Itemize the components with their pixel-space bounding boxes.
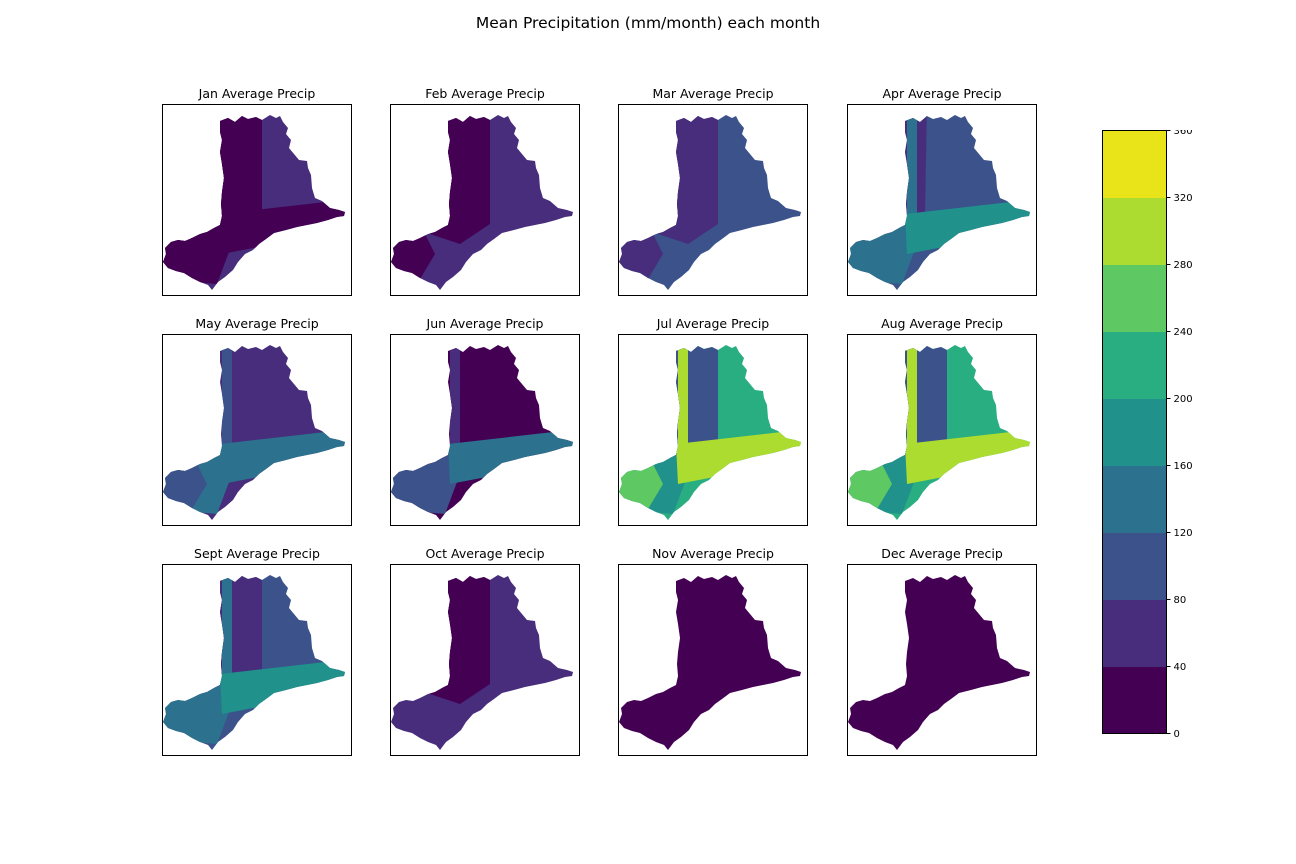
precip-zone-6 — [905, 199, 1030, 254]
subplot-dec: Dec Average Precip — [847, 546, 1037, 756]
subplot-map — [847, 564, 1037, 756]
axes-frame — [390, 564, 580, 756]
precip-base-fill — [848, 575, 1030, 750]
colorbar: 0 40 80 120 160 200 240 280 320 360 — [1102, 130, 1193, 740]
subplot-title: Jul Average Precip — [656, 316, 770, 331]
colorbar-tick-label: 240 — [1174, 327, 1193, 338]
subplot-title: Jan Average Precip — [198, 86, 316, 101]
axes-frame — [618, 104, 808, 296]
colorbar-segment — [1102, 264, 1167, 332]
subplot-title: Feb Average Precip — [425, 86, 545, 101]
subplot-map — [390, 564, 580, 756]
subplot-title: Dec Average Precip — [881, 546, 1003, 561]
precip-zone-5 — [619, 464, 663, 509]
precip-zone-5 — [391, 464, 435, 509]
subplot-nov: Nov Average Precip — [618, 546, 808, 756]
colorbar-segment — [1102, 197, 1167, 265]
subplot-title: Apr Average Precip — [882, 86, 1002, 101]
subplot-title: Jun Average Precip — [426, 316, 544, 331]
axes-frame — [162, 564, 352, 756]
precip-zone-4 — [222, 345, 232, 464]
precip-zone-6 — [220, 659, 345, 714]
axes-frame — [390, 104, 580, 296]
subplot-title: Mar Average Precip — [652, 86, 774, 101]
subplot-feb: Feb Average Precip — [390, 86, 580, 296]
precip-zone-4 — [907, 345, 917, 464]
subplot-map — [618, 104, 808, 296]
subplot-jul: Jul Average Precip — [618, 316, 808, 526]
subplot-title: Nov Average Precip — [652, 546, 774, 561]
colorbar-segment — [1102, 331, 1167, 399]
colorbar-tick-label: 80 — [1174, 595, 1187, 606]
precip-zone-4 — [450, 345, 460, 464]
precip-zone-6 — [676, 429, 801, 484]
precip-zone-5 — [163, 234, 207, 279]
precip-zone-4 — [678, 345, 688, 464]
subplot-mar: Mar Average Precip — [618, 86, 808, 296]
subplot-sept: Sept Average Precip — [162, 546, 352, 756]
axes-frame — [162, 104, 352, 296]
subplot-map — [390, 104, 580, 296]
precip-zone-4 — [222, 115, 232, 234]
axes-frame — [162, 334, 352, 526]
subplot-jun: Jun Average Precip — [390, 316, 580, 526]
subplot-map — [162, 334, 352, 526]
precip-zone-5 — [391, 234, 435, 279]
axes-frame — [847, 564, 1037, 756]
subplot-map — [162, 564, 352, 756]
subplot-oct: Oct Average Precip — [390, 546, 580, 756]
axes-frame — [847, 334, 1037, 526]
colorbar-segment — [1102, 532, 1167, 600]
axes-frame — [618, 564, 808, 756]
colorbar-segment — [1102, 599, 1167, 667]
subplot-apr: Apr Average Precip — [847, 86, 1037, 296]
colorbar-segment — [1102, 130, 1167, 198]
colorbar-tick-label: 360 — [1174, 130, 1193, 137]
axes-frame — [618, 334, 808, 526]
colorbar-tick-label: 160 — [1174, 461, 1193, 472]
colorbar-tick-label: 120 — [1174, 528, 1193, 539]
colorbar-tick-label: 200 — [1174, 394, 1193, 405]
subplot-aug: Aug Average Precip — [847, 316, 1037, 526]
axes-frame — [847, 104, 1037, 296]
subplot-map — [618, 564, 808, 756]
subplot-map — [390, 334, 580, 526]
colorbar-segment — [1102, 398, 1167, 466]
subplot-title: Sept Average Precip — [194, 546, 320, 561]
colorbar-border — [1102, 130, 1167, 734]
subplot-may: May Average Precip — [162, 316, 352, 526]
precip-zone-4 — [222, 575, 232, 694]
colorbar-tick-label: 0 — [1174, 729, 1180, 740]
precip-base-fill — [619, 575, 801, 750]
axes-frame — [390, 334, 580, 526]
precip-zone-6 — [220, 429, 345, 484]
colorbar-tick-label: 320 — [1174, 193, 1193, 204]
precip-zone-4 — [907, 115, 917, 234]
subplot-map — [847, 104, 1037, 296]
colorbar-segment — [1102, 666, 1167, 734]
precip-zone-5 — [163, 464, 207, 509]
subplot-map — [618, 334, 808, 526]
subplot-title: Oct Average Precip — [425, 546, 545, 561]
colorbar-tick-label: 40 — [1174, 662, 1187, 673]
precip-zone-6 — [448, 429, 573, 484]
subplot-title: Aug Average Precip — [881, 316, 1003, 331]
precip-zone-6 — [905, 429, 1030, 484]
precip-zone-5 — [619, 234, 663, 279]
subplot-title: May Average Precip — [195, 316, 319, 331]
colorbar-tick-label: 280 — [1174, 260, 1193, 271]
precip-zone-5 — [848, 464, 892, 509]
subplot-map — [847, 334, 1037, 526]
figure-title: Mean Precipitation (mm/month) each month — [475, 14, 821, 32]
subplot-jan: Jan Average Precip — [162, 86, 352, 296]
subplot-map — [162, 104, 352, 296]
colorbar-segment — [1102, 465, 1167, 533]
precip-zone-6 — [220, 199, 345, 254]
